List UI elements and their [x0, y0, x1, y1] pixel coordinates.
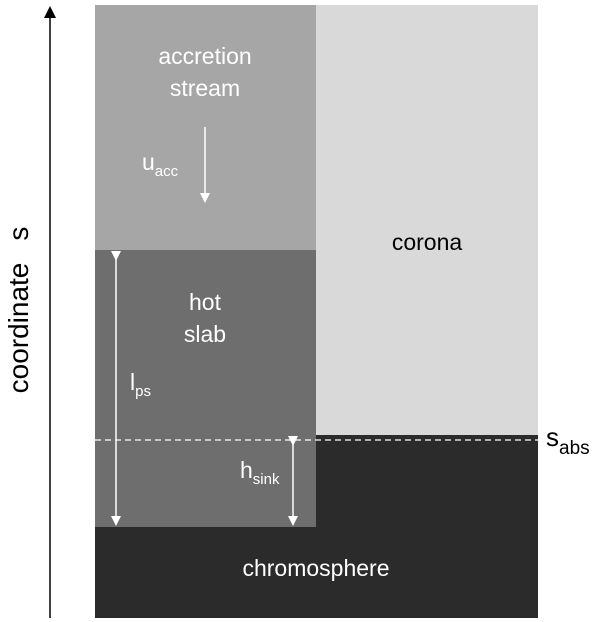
region-label: hot [189, 289, 222, 315]
region-label: chromosphere [242, 555, 389, 581]
region-label: slab [184, 321, 226, 347]
axis-label: coordinates [3, 227, 34, 394]
u-acc-label: uacc [142, 149, 179, 180]
hot-slab-region [95, 250, 316, 527]
region-label: stream [170, 75, 240, 101]
region-label: accretion [158, 43, 251, 69]
region-label: corona [392, 229, 463, 255]
h-sink-label: hsink [240, 457, 280, 488]
l-ps-label: lps [130, 369, 151, 400]
corona-region [316, 5, 538, 435]
s-abs-label: sabs [546, 422, 590, 459]
chromosphere-region [95, 435, 538, 618]
